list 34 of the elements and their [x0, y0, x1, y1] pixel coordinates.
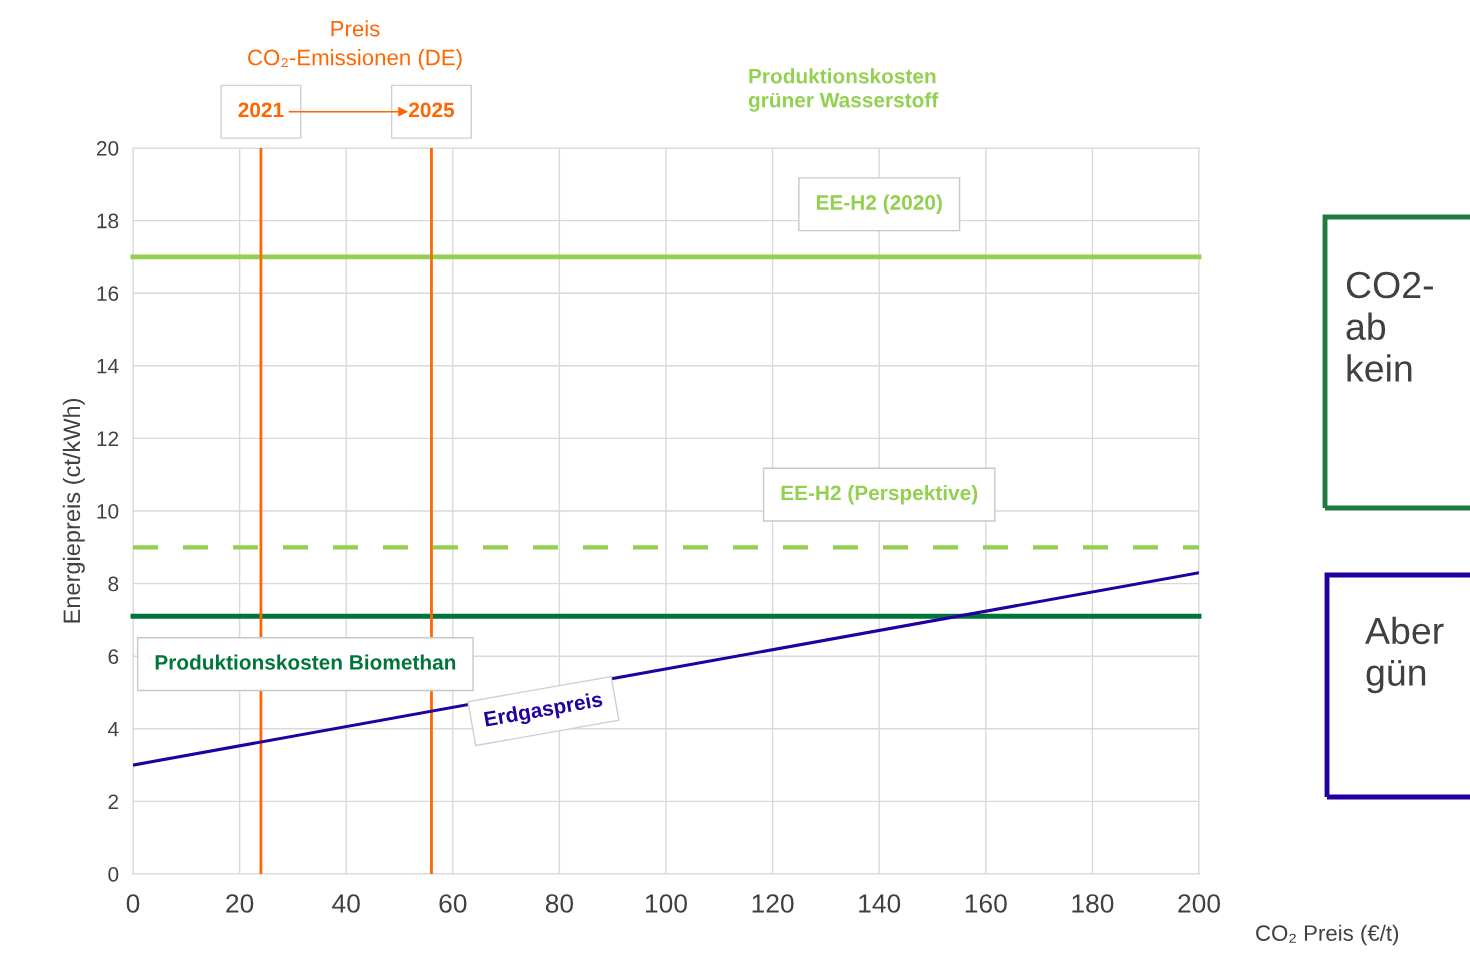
text: CO2- ab kein: [1346, 271, 1433, 382]
y-tick-label: 6: [108, 649, 119, 664]
x-tick-label: 0: [126, 894, 140, 913]
x-tick-label: 200: [1178, 894, 1220, 913]
y-axis-title: Energiepreis (ct/kWh): [62, 398, 85, 623]
text: Aber gün: [1365, 616, 1444, 694]
y-tick-label: 10: [97, 504, 119, 519]
ref-line-label: EE-H2 (2020): [816, 194, 942, 214]
y-tick-label: 4: [108, 722, 119, 737]
x-tick-label: 20: [226, 894, 254, 913]
y-tick-label: 12: [97, 431, 119, 446]
text: 2021: [238, 102, 284, 118]
y-tick-label: 20: [96, 141, 119, 156]
y-tick-label: 2: [108, 794, 119, 809]
x-tick-label: 60: [439, 894, 467, 913]
x-tick-label: 180: [1072, 894, 1114, 913]
x-tick-label: 80: [545, 894, 574, 913]
y-tick-label: 14: [97, 359, 119, 374]
ref-line-label: Produktionskosten Biomethan: [155, 654, 456, 670]
x-tick-label: 40: [332, 894, 360, 913]
x-tick-label: 140: [859, 894, 901, 913]
y-tick-label: 8: [108, 576, 119, 592]
x-tick-label: 160: [965, 894, 1007, 913]
text: 2025: [409, 102, 455, 118]
text: Erdgaspreis: [483, 691, 604, 731]
y-tick-label: 16: [97, 286, 119, 301]
y-tick-label: 18: [97, 213, 119, 229]
x-tick-label: 120: [752, 894, 794, 913]
y-tick-label: 0: [108, 867, 119, 882]
x-tick-label: 100: [646, 894, 687, 913]
text: Preis CO₂-Emissionen (DE): [248, 20, 462, 70]
x-axis-title: CO₂ Preis (€/t): [1256, 924, 1399, 946]
ref-line-label: EE-H2 (Perspektive): [781, 484, 978, 505]
text: Produktionskosten grüner Wasserstoff: [748, 68, 939, 112]
